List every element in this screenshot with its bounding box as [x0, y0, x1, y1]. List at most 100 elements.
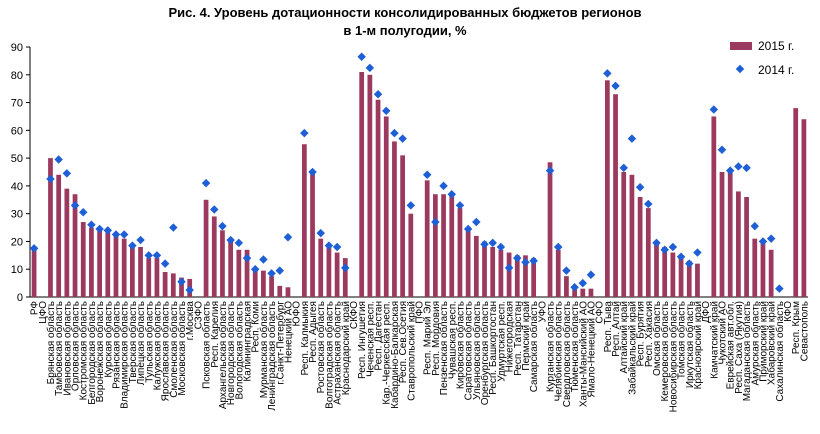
- chart-title-line-2: в 1-м полугодии, %: [343, 23, 467, 38]
- marker-2014: [455, 201, 465, 210]
- bar-2015: [711, 116, 717, 297]
- bar-2015: [56, 174, 62, 297]
- category-label: Кар.-Черкесская респ.: [382, 301, 393, 405]
- category-label: Ярославская область: [160, 301, 172, 401]
- category-label: Архангельская область: [217, 301, 229, 409]
- marker-2014: [463, 224, 473, 234]
- category-label: СЗФО: [193, 301, 204, 330]
- bar-2015: [801, 119, 807, 297]
- category-label: Севастополь: [799, 301, 810, 361]
- bar-2015: [113, 235, 119, 297]
- category-label: Респ. Алтай: [611, 301, 622, 357]
- category-label: Респ. Карелия: [210, 301, 221, 368]
- bar-2015: [129, 247, 135, 297]
- category-label: КФО: [783, 301, 794, 322]
- bar-2015: [252, 269, 258, 297]
- category-label: Тамбовская область: [53, 301, 65, 396]
- legend-marker-2014: [735, 64, 745, 74]
- bar-2015: [211, 216, 217, 297]
- marker-2014: [250, 264, 260, 274]
- category-label: РФ: [30, 301, 41, 316]
- category-label: Псковская область: [201, 301, 213, 389]
- y-tick-label: 30: [11, 209, 23, 221]
- marker-2014: [308, 167, 317, 177]
- marker-2014: [529, 256, 538, 266]
- category-label: Мурманская область: [258, 301, 270, 398]
- category-label: Челябинская область: [553, 301, 565, 401]
- bar-2015: [64, 188, 70, 297]
- category-label: Кемеровская область: [659, 301, 671, 402]
- marker-2014: [644, 199, 653, 209]
- y-tick-label: 40: [11, 181, 23, 193]
- bar-2015: [523, 255, 528, 297]
- bar-2015: [613, 94, 618, 297]
- y-tick-label: 60: [11, 125, 23, 137]
- y-tick-label: 0: [17, 292, 23, 304]
- category-label: Саратовская область: [463, 301, 475, 400]
- category-label: Ямало-Ненецкий АО: [586, 301, 597, 398]
- category-label: Астраханская область: [332, 301, 344, 405]
- marker-2014: [201, 178, 211, 188]
- marker-2014: [496, 242, 506, 252]
- marker-2014: [422, 170, 432, 180]
- category-label: Кабардино-Балкарская: [389, 301, 401, 409]
- category-label: Респ. Марий Эл: [423, 301, 434, 375]
- bar-2015: [121, 238, 127, 297]
- category-label: Смоленская область: [168, 301, 180, 398]
- bar-2015: [727, 172, 733, 297]
- category-label: Липецкая область: [135, 301, 147, 385]
- marker-2014: [447, 189, 457, 199]
- marker-2014: [144, 251, 153, 260]
- bar-2015: [310, 172, 315, 297]
- legend: 2015 г. 2014 г.: [730, 39, 794, 77]
- category-label: Ивановская область: [61, 301, 73, 396]
- bar-2015: [31, 247, 37, 297]
- marker-2014: [275, 266, 285, 275]
- y-tick-label: 90: [11, 42, 23, 54]
- category-label: Чувашская респ.: [447, 301, 458, 379]
- bar-2015: [654, 241, 659, 297]
- category-label: Чеченская респ.: [365, 301, 376, 377]
- marker-2014: [62, 169, 72, 178]
- bar-2015: [580, 288, 586, 297]
- bar-2015: [760, 241, 766, 297]
- bar-2015: [48, 158, 53, 297]
- bar-2015: [277, 285, 283, 297]
- category-label: Респ. Коми: [251, 301, 262, 353]
- bar-2015: [506, 252, 512, 297]
- category-label: Рязанская область: [110, 301, 122, 389]
- category-label: Калининградская: [243, 301, 254, 382]
- marker-2014: [78, 208, 88, 217]
- marker-2014: [578, 278, 588, 288]
- marker-2014: [365, 63, 375, 73]
- category-label: Омская область: [651, 301, 663, 376]
- category-label: УФО: [537, 301, 548, 323]
- bar-2015: [531, 258, 537, 297]
- category-label: Костромская область: [78, 301, 90, 400]
- marker-2014: [709, 105, 719, 114]
- bar-2015: [408, 213, 414, 297]
- bar-2015: [457, 208, 463, 297]
- bar-2015: [604, 80, 610, 297]
- chart-title-line-1: Рис. 4. Уровень дотационности консолидир…: [168, 5, 641, 20]
- category-label: Орловская область: [70, 301, 82, 391]
- bar-2015: [359, 72, 365, 297]
- category-label: Ставропольский край: [406, 301, 417, 401]
- category-label: Курганская область: [545, 301, 557, 392]
- legend-label-2014: 2014 г.: [758, 63, 794, 77]
- category-label: Ленинградская область: [266, 301, 278, 411]
- marker-2014: [668, 242, 678, 252]
- category-label: СКФО: [349, 301, 360, 329]
- category-label: г.Санкт-Петербург: [274, 301, 286, 385]
- marker-2014: [119, 230, 129, 239]
- category-label: ПФО: [415, 301, 426, 324]
- bar-2015: [269, 276, 274, 297]
- bar-2015: [424, 180, 430, 297]
- marker-2014: [652, 238, 661, 248]
- marker-2014: [439, 181, 448, 191]
- bar-2015: [629, 174, 635, 297]
- marker-2014: [570, 283, 579, 292]
- category-label: Тюменская область: [569, 301, 581, 392]
- category-label: Томская область: [676, 301, 688, 379]
- marker-2014: [169, 223, 178, 232]
